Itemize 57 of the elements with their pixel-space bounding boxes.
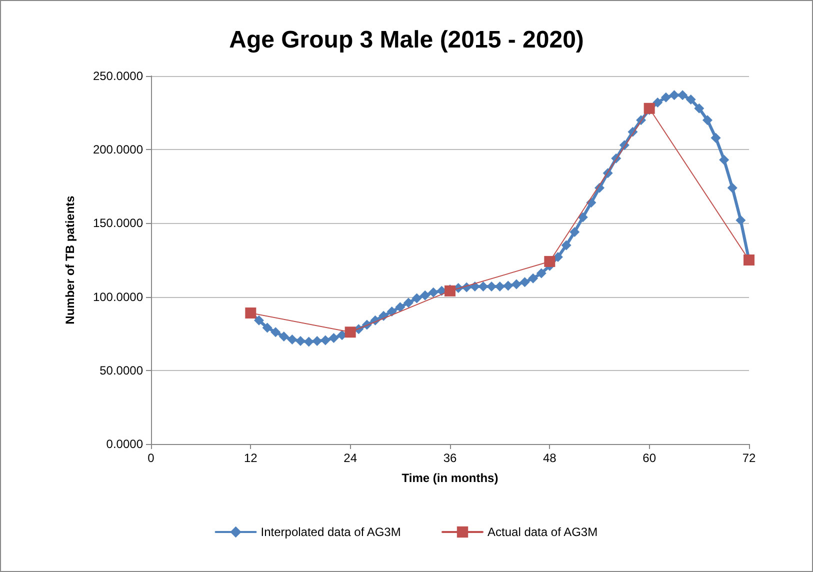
point: [428, 287, 438, 298]
point: [320, 335, 330, 346]
point: [578, 212, 588, 222]
y-tick-label: 50.0000: [100, 363, 144, 378]
point: [312, 336, 322, 346]
point: [702, 115, 712, 126]
point: [262, 322, 272, 333]
point: [570, 227, 580, 238]
point: [561, 240, 572, 250]
x-tick-label: 24: [344, 451, 358, 465]
point: [694, 103, 704, 114]
chart-title: Age Group 3 Male (2015 - 2020): [229, 26, 584, 54]
point: [278, 332, 289, 342]
point: [719, 154, 730, 165]
point: [503, 280, 514, 291]
point: [544, 256, 556, 267]
y-tick-label: 250.0000: [92, 69, 144, 83]
point: [528, 273, 538, 284]
point: [254, 315, 264, 326]
legend-label: Actual data of AG3M: [488, 525, 598, 539]
x-axis-title: Time (in months): [402, 471, 498, 485]
x-tick-label: 0: [148, 451, 155, 465]
point: [395, 302, 406, 312]
point: [736, 215, 746, 226]
point: [494, 281, 505, 292]
y-tick-label: 200.0000: [92, 142, 144, 157]
point: [403, 298, 414, 308]
point: [328, 333, 339, 344]
y-tick-label: 150.0000: [92, 216, 144, 230]
x-tick-label: 60: [642, 451, 656, 465]
x-tick-label: 12: [244, 451, 258, 465]
point: [420, 290, 430, 300]
point: [669, 90, 680, 100]
x-tick-label: 72: [742, 451, 756, 465]
y-axis-title: Number of TB patients: [63, 195, 77, 324]
legend-label: Interpolated data of AG3M: [260, 525, 401, 539]
y-tick-label: 100.0000: [92, 290, 144, 304]
point: [511, 279, 522, 290]
x-tick-label: 48: [542, 451, 557, 465]
point: [287, 334, 298, 344]
point: [412, 293, 422, 304]
point: [710, 132, 721, 143]
point: [727, 182, 738, 193]
point: [520, 277, 530, 288]
point: [478, 281, 488, 292]
point: [536, 268, 546, 278]
x-tick-label: 36: [443, 451, 457, 465]
point: [660, 92, 671, 102]
point: [652, 97, 663, 108]
point: [552, 252, 563, 262]
point: [386, 306, 397, 317]
point: [296, 336, 306, 346]
point: [270, 327, 281, 338]
point: [304, 336, 314, 347]
y-tick-label: 0.0000: [106, 437, 144, 451]
point: [686, 94, 696, 105]
point: [678, 90, 688, 100]
